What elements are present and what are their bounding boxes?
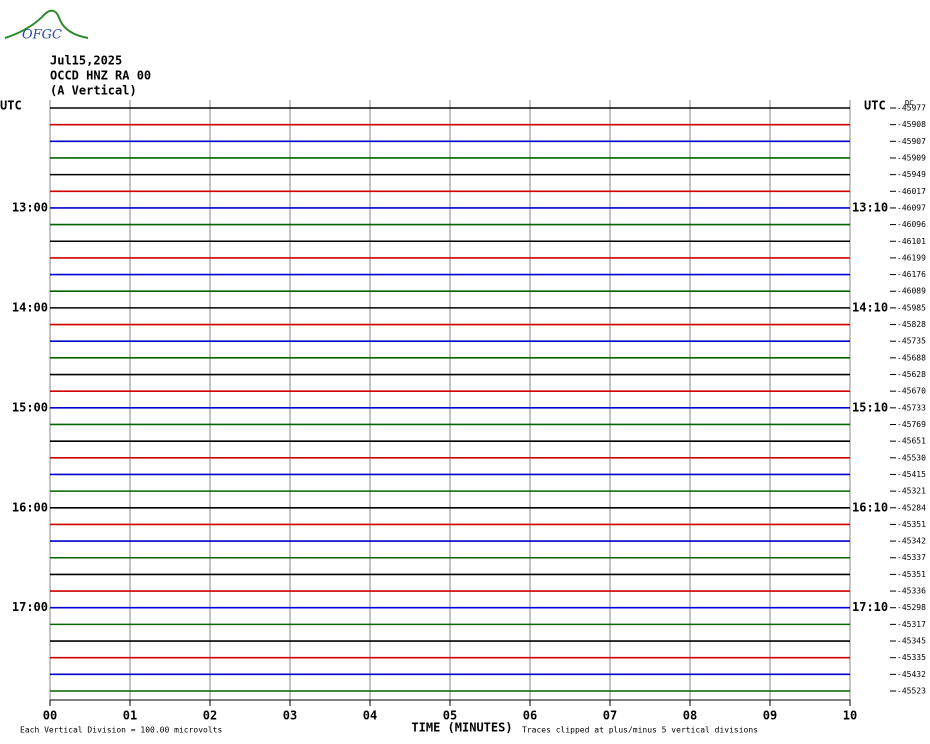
x-tick-label: 01 xyxy=(123,709,137,723)
left-axis-title: UTC xyxy=(0,99,22,113)
dc-offset: -45351 xyxy=(897,570,926,579)
right-time-label: 16:10 xyxy=(852,500,888,514)
dc-offset: -45317 xyxy=(897,620,926,629)
right-time-label: 13:10 xyxy=(852,200,888,214)
x-tick-label: 06 xyxy=(523,709,537,723)
dc-offset: -45907 xyxy=(897,137,926,146)
dc-offset: -45298 xyxy=(897,603,926,612)
dc-offset: -46089 xyxy=(897,287,926,296)
dc-offset: -45985 xyxy=(897,303,926,312)
dc-offset: -45733 xyxy=(897,403,926,412)
dc-offset: -46199 xyxy=(897,253,926,262)
x-tick-label: 07 xyxy=(603,709,617,723)
left-time-label: 14:00 xyxy=(12,300,48,314)
dc-offset: -46017 xyxy=(897,187,926,196)
dc-offset: -45335 xyxy=(897,653,926,662)
x-axis-label: TIME (MINUTES) xyxy=(411,721,512,735)
dc-offset: -45909 xyxy=(897,153,926,162)
right-time-label: 17:10 xyxy=(852,600,888,614)
dc-offset: -45735 xyxy=(897,337,926,346)
dc-offset: -45342 xyxy=(897,537,926,546)
scale-note: Each Vertical Division = 100.00 microvol… xyxy=(20,726,222,735)
dc-offset: -45769 xyxy=(897,420,926,429)
dc-offset: -45336 xyxy=(897,587,926,596)
logo-curve xyxy=(4,9,89,39)
dc-offset: -45688 xyxy=(897,353,926,362)
dc-offset: -45321 xyxy=(897,487,926,496)
clip-note: Traces clipped at plus/minus 5 vertical … xyxy=(522,726,758,735)
x-tick-label: 05 xyxy=(443,709,457,723)
left-time-label: 16:00 xyxy=(12,500,48,514)
dc-offset: -45949 xyxy=(897,170,926,179)
x-tick-label: 10 xyxy=(843,709,857,723)
dc-offset: -46176 xyxy=(897,270,926,279)
x-tick-label: 02 xyxy=(203,709,217,723)
x-tick-label: 04 xyxy=(363,709,377,723)
dc-offset: -45337 xyxy=(897,553,926,562)
right-time-label: 15:10 xyxy=(852,400,888,414)
dc-offset: -45670 xyxy=(897,387,926,396)
x-tick-label: 08 xyxy=(683,709,697,723)
offset-title: DC xyxy=(905,99,913,107)
dc-offset: -46097 xyxy=(897,203,926,212)
left-time-label: 15:00 xyxy=(12,400,48,414)
dc-offset: -45530 xyxy=(897,453,926,462)
dc-offset: -45628 xyxy=(897,370,926,379)
date: Jul15,2025 xyxy=(50,54,122,68)
right-axis-title: UTC xyxy=(864,99,886,113)
x-tick-label: 00 xyxy=(43,709,57,723)
left-time-label: 13:00 xyxy=(12,200,48,214)
component: (A Vertical) xyxy=(50,84,137,98)
logo: OFGC xyxy=(4,9,89,43)
x-tick-label: 09 xyxy=(763,709,777,723)
x-tick-label: 03 xyxy=(283,709,297,723)
dc-offset: -45651 xyxy=(897,437,926,446)
right-time-label: 14:10 xyxy=(852,300,888,314)
dc-offset: -45828 xyxy=(897,320,926,329)
dc-offset: -45284 xyxy=(897,503,926,512)
left-time-label: 17:00 xyxy=(12,600,48,614)
dc-offset: -45345 xyxy=(897,637,926,646)
dc-offset: -45415 xyxy=(897,470,926,479)
dc-offset: -45977 xyxy=(897,104,926,113)
dc-offset: -46101 xyxy=(897,237,926,246)
station: OCCD HNZ RA 00 xyxy=(50,69,151,83)
dc-offset: -46096 xyxy=(897,220,926,229)
logo-text: OFGC xyxy=(22,28,62,43)
dc-offset: -45351 xyxy=(897,520,926,529)
dc-offset: -45523 xyxy=(897,687,926,696)
dc-offset: -45432 xyxy=(897,670,926,679)
dc-offset: -45908 xyxy=(897,120,926,129)
